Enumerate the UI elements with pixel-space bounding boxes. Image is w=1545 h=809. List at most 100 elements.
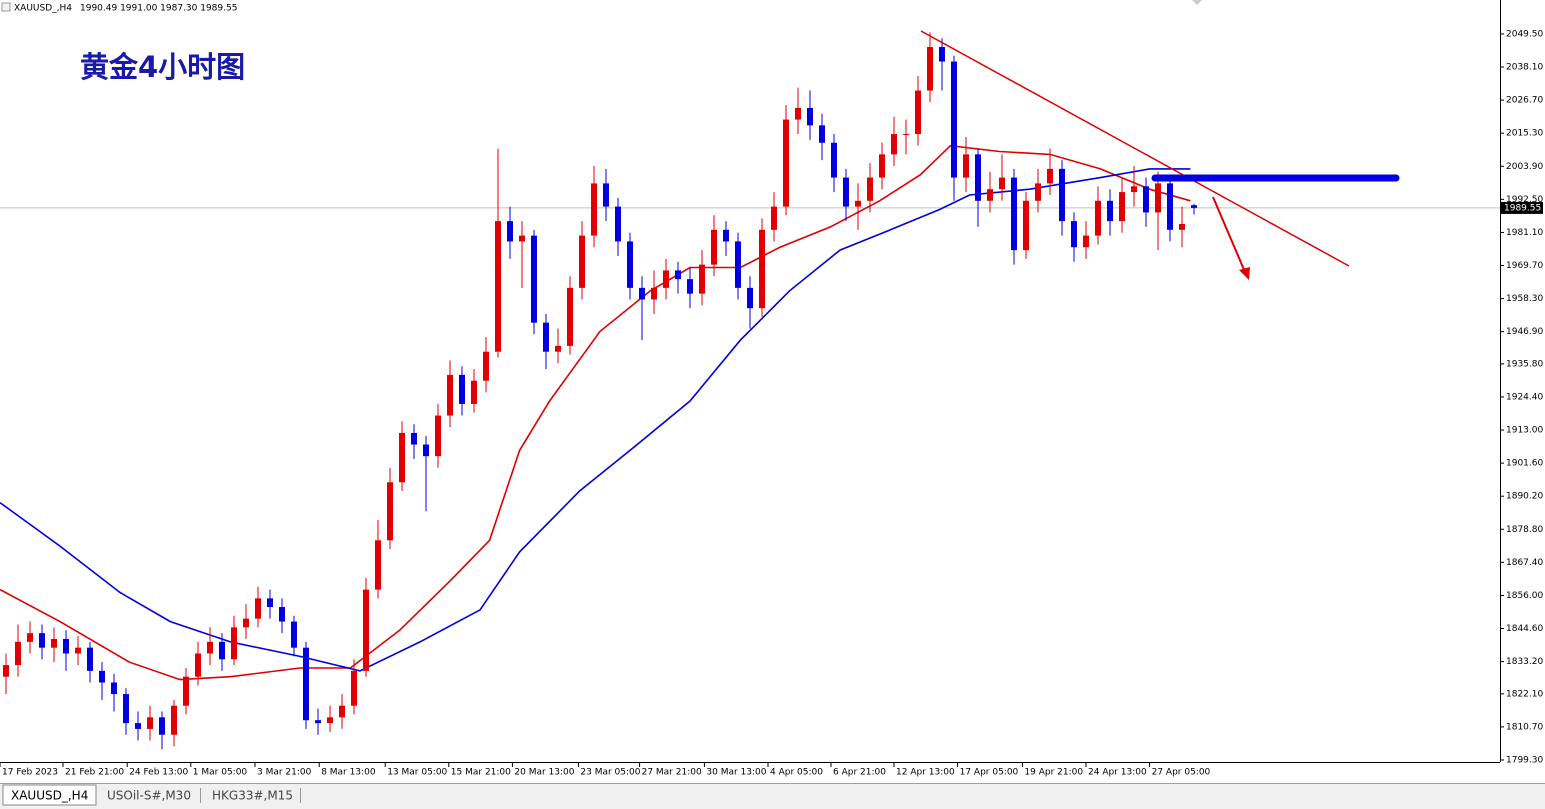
x-tick-label: 4 Apr 05:00 bbox=[770, 768, 823, 778]
candle-body bbox=[351, 670, 357, 706]
candle-body bbox=[555, 345, 561, 352]
candle-body bbox=[303, 647, 309, 721]
candle-body bbox=[291, 621, 297, 648]
candle-body bbox=[387, 482, 393, 541]
x-tick-label: 17 Feb 2023 bbox=[2, 768, 58, 778]
candle-body bbox=[159, 717, 165, 735]
candle-body bbox=[1035, 183, 1041, 201]
y-tick-label: 1856.00 bbox=[1506, 591, 1543, 601]
candle-body bbox=[219, 641, 225, 660]
tab-active[interactable] bbox=[2, 784, 97, 806]
candle-body bbox=[39, 633, 45, 648]
x-tick-label: 12 Apr 13:00 bbox=[896, 768, 955, 778]
candle-body bbox=[327, 717, 333, 724]
candle-body bbox=[267, 598, 273, 608]
y-tick-label: 1890.20 bbox=[1506, 492, 1543, 502]
candle-body bbox=[927, 47, 933, 91]
candle-body bbox=[1047, 168, 1053, 184]
candle-body bbox=[75, 647, 81, 654]
candle-body bbox=[423, 444, 429, 457]
candle-body bbox=[975, 154, 981, 201]
candle-body bbox=[51, 638, 57, 648]
y-tick-label: 1844.60 bbox=[1506, 624, 1543, 634]
candle-body bbox=[867, 177, 873, 201]
candle-body bbox=[1011, 177, 1017, 251]
candle-body bbox=[711, 229, 717, 265]
candle-body bbox=[1167, 183, 1173, 230]
candle-body bbox=[1071, 221, 1077, 248]
candle-body bbox=[171, 705, 177, 735]
plot-area bbox=[0, 32, 1500, 750]
candle-body bbox=[459, 374, 465, 404]
candle-body bbox=[951, 61, 957, 178]
candle-body bbox=[615, 206, 621, 242]
arrow-line bbox=[1212, 196, 1246, 273]
candle-body bbox=[687, 279, 693, 294]
candle-body bbox=[843, 177, 849, 207]
candle-body bbox=[723, 229, 729, 242]
x-tick-label: 17 Apr 05:00 bbox=[960, 768, 1019, 778]
y-tick-label: 1822.10 bbox=[1506, 689, 1543, 699]
y-tick-label: 1878.80 bbox=[1506, 525, 1543, 535]
x-tick-label: 24 Apr 13:00 bbox=[1088, 768, 1147, 778]
candle-body bbox=[399, 432, 405, 483]
candle-body bbox=[675, 270, 681, 280]
candle-body bbox=[27, 633, 33, 642]
y-tick-label: 1946.90 bbox=[1506, 327, 1543, 337]
candle-body bbox=[819, 125, 825, 143]
candle-body bbox=[1107, 200, 1113, 222]
candle-body bbox=[243, 618, 249, 628]
x-tick-label: 19 Apr 21:00 bbox=[1024, 768, 1083, 778]
candle-body bbox=[279, 607, 285, 622]
y-tick-label: 1958.30 bbox=[1506, 294, 1543, 304]
candle-body bbox=[663, 270, 669, 288]
chart-title: 黄金4小时图 bbox=[80, 50, 245, 84]
x-tick-label: 20 Mar 13:00 bbox=[514, 768, 574, 778]
y-tick-label: 2026.70 bbox=[1506, 96, 1543, 106]
candle-body bbox=[447, 374, 453, 416]
candle-body bbox=[363, 589, 369, 671]
candle-body bbox=[783, 119, 789, 207]
candle-body bbox=[999, 177, 1005, 190]
header-icon bbox=[1, 2, 11, 12]
candle-body bbox=[567, 287, 573, 346]
candle-body bbox=[1023, 200, 1029, 251]
y-tick-label: 1913.00 bbox=[1506, 426, 1543, 436]
candle-body bbox=[147, 717, 153, 729]
candle-body bbox=[15, 641, 21, 666]
candle-body bbox=[579, 235, 585, 288]
candle-body bbox=[375, 540, 381, 590]
marker bbox=[1192, 0, 1202, 5]
x-tick-label: 8 Mar 13:00 bbox=[321, 768, 376, 778]
candle-body bbox=[1143, 186, 1149, 213]
tab-bar bbox=[0, 783, 1545, 809]
y-tick-label: 1935.80 bbox=[1506, 359, 1543, 369]
candle-body bbox=[1095, 200, 1101, 236]
tab[interactable]: HKG33#,M15 bbox=[212, 789, 293, 803]
candle-body bbox=[1179, 224, 1185, 230]
tab[interactable]: XAUUSD_,H4 bbox=[11, 789, 88, 803]
candle-body bbox=[435, 415, 441, 457]
candle-body bbox=[3, 665, 9, 677]
candle-body bbox=[855, 200, 861, 207]
ohlc-label: 1990.49 1991.00 1987.30 1989.55 bbox=[80, 4, 237, 14]
y-tick-label: 2015.30 bbox=[1506, 129, 1543, 139]
candle-body bbox=[651, 287, 657, 300]
candle-body bbox=[879, 154, 885, 178]
y-tick-label: 1924.40 bbox=[1506, 392, 1543, 402]
candle-body bbox=[495, 221, 501, 352]
y-tick-label: 1981.10 bbox=[1506, 228, 1543, 238]
y-tick-label: 2038.10 bbox=[1506, 63, 1543, 73]
current-price-box bbox=[1501, 201, 1543, 214]
tab[interactable]: USOil-S#,M30 bbox=[107, 789, 191, 803]
x-tick-label: 27 Apr 05:00 bbox=[1152, 768, 1211, 778]
y-tick-label: 2003.90 bbox=[1506, 162, 1543, 172]
candle-body bbox=[915, 90, 921, 135]
candle-body bbox=[231, 627, 237, 660]
candle-body bbox=[963, 154, 969, 178]
candle-body bbox=[411, 432, 417, 445]
current-price-label: 1989.55 bbox=[1504, 203, 1541, 213]
candle-body bbox=[207, 641, 213, 654]
candle-body bbox=[471, 380, 477, 404]
